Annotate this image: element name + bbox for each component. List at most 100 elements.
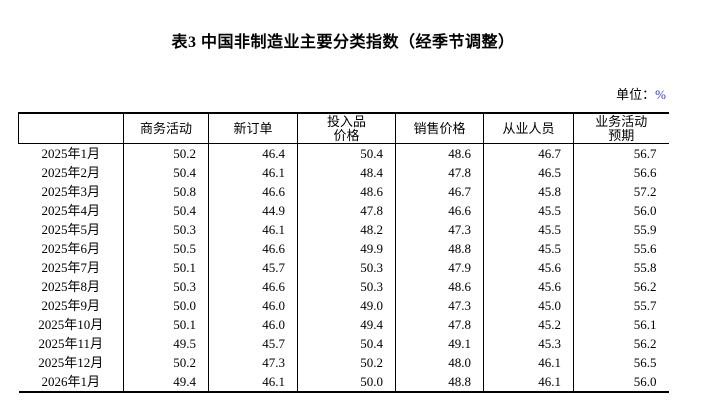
value-cell: 50.8 — [123, 182, 209, 201]
date-cell: 2025年10月 — [38, 317, 104, 332]
value-cell: 49.1 — [395, 334, 484, 353]
table-row: 2025年4月 50.4 44.9 47.8 46.6 45.5 56.0 — [19, 201, 669, 220]
value-cell: 56.5 — [573, 353, 669, 372]
value-cell: 45.6 — [483, 258, 574, 277]
value-cell: 50.3 — [297, 277, 396, 296]
header-cell: 销售价格 — [395, 113, 484, 144]
table-row: 2025年10月 50.1 46.0 49.4 47.8 45.2 56.1 — [19, 315, 669, 334]
value-cell: 47.3 — [395, 296, 484, 315]
value-cell: 50.0 — [297, 372, 396, 392]
table-row: 2025年1月 50.2 46.4 50.4 48.6 46.7 56.7 — [19, 143, 669, 163]
value-cell: 55.8 — [573, 258, 669, 277]
date-cell: 2025年8月 — [41, 279, 100, 294]
value-cell: 56.0 — [573, 372, 669, 392]
value-cell: 46.7 — [395, 182, 484, 201]
value-cell: 46.6 — [208, 239, 298, 258]
value-cell: 47.8 — [297, 201, 396, 220]
value-cell: 50.4 — [123, 163, 209, 182]
value-cell: 46.1 — [208, 163, 298, 182]
value-cell: 49.0 — [297, 296, 396, 315]
table-row: 2025年3月 50.8 46.6 48.6 46.7 45.8 57.2 — [19, 182, 669, 201]
value-cell: 56.7 — [573, 143, 669, 163]
value-cell: 50.4 — [297, 334, 396, 353]
table-row: 2025年8月 50.3 46.6 50.3 48.6 45.6 56.2 — [19, 277, 669, 296]
header-cell: 新订单 — [208, 113, 298, 144]
table-row: 2026年1月 49.4 46.1 50.0 48.8 46.1 56.0 — [19, 372, 669, 392]
value-cell: 48.8 — [395, 372, 484, 392]
date-cell: 2025年7月 — [41, 260, 100, 275]
value-cell: 46.5 — [483, 163, 574, 182]
date-cell: 2025年4月 — [41, 203, 100, 218]
table-row: 2025年12月 50.2 47.3 50.2 48.0 46.1 56.5 — [19, 353, 669, 372]
date-cell: 2025年2月 — [41, 165, 100, 180]
value-cell: 45.5 — [483, 220, 574, 239]
value-cell: 49.5 — [123, 334, 209, 353]
value-cell: 47.8 — [395, 315, 484, 334]
value-cell: 46.1 — [483, 353, 574, 372]
value-cell: 46.1 — [208, 372, 298, 392]
value-cell: 50.4 — [123, 201, 209, 220]
value-cell: 55.9 — [573, 220, 669, 239]
table-title: 表3 中国非制造业主要分类指数（经季节调整） — [171, 34, 515, 51]
value-cell: 55.6 — [573, 239, 669, 258]
value-cell: 49.9 — [297, 239, 396, 258]
value-cell: 46.1 — [208, 220, 298, 239]
table-row: 2025年6月 50.5 46.6 49.9 48.8 45.5 55.6 — [19, 239, 669, 258]
value-cell: 48.8 — [395, 239, 484, 258]
value-cell: 45.7 — [208, 258, 298, 277]
unit-percent-value: % — [655, 87, 666, 102]
value-cell: 46.4 — [208, 143, 298, 163]
table-row: 2025年9月 50.0 46.0 49.0 47.3 45.0 55.7 — [19, 296, 669, 315]
value-cell: 56.6 — [573, 163, 669, 182]
date-cell: 2026年1月 — [41, 374, 100, 389]
table-row: 2025年5月 50.3 46.1 48.2 47.3 45.5 55.9 — [19, 220, 669, 239]
date-cell: 2025年11月 — [38, 336, 104, 351]
value-cell: 46.6 — [208, 277, 298, 296]
value-cell: 47.8 — [395, 163, 484, 182]
value-cell: 46.0 — [208, 315, 298, 334]
value-cell: 45.2 — [483, 315, 574, 334]
date-cell: 2025年3月 — [41, 184, 100, 199]
header-cell: 从业人员 — [483, 113, 574, 144]
value-cell: 50.3 — [297, 258, 396, 277]
value-cell: 50.3 — [123, 220, 209, 239]
value-cell: 46.6 — [208, 182, 298, 201]
value-cell: 50.4 — [297, 143, 396, 163]
value-cell: 56.0 — [573, 201, 669, 220]
date-cell: 2025年1月 — [41, 146, 100, 161]
value-cell: 46.0 — [208, 296, 298, 315]
value-cell: 50.1 — [123, 258, 209, 277]
value-cell: 48.4 — [297, 163, 396, 182]
value-cell: 48.6 — [297, 182, 396, 201]
unit-label: 单位：% — [616, 84, 666, 103]
header-cell: 商务活动 — [123, 113, 209, 144]
header-cell-empty — [18, 113, 124, 144]
value-cell: 45.5 — [483, 201, 574, 220]
table-row: 2025年7月 50.1 45.7 50.3 47.9 45.6 55.8 — [19, 258, 669, 277]
value-cell: 44.9 — [208, 201, 298, 220]
value-cell: 55.7 — [573, 296, 669, 315]
value-cell: 46.7 — [483, 143, 574, 163]
value-cell: 50.2 — [123, 143, 209, 163]
data-table: 商务活动 新订单 投入品 价格 销售价格 从业人员 业务活动 预期 2025年1月 50.2… — [18, 112, 669, 393]
document-content: 表3 中国非制造业主要分类指数（经季节调整） 单位：% 商务活动 新订单 投入品 价… — [18, 0, 669, 416]
value-cell: 45.8 — [483, 182, 574, 201]
table-row: 2025年2月 50.4 46.1 48.4 47.8 46.5 56.6 — [19, 163, 669, 182]
date-cell: 2025年6月 — [41, 241, 100, 256]
unit-label-text: 单位： — [616, 87, 656, 102]
value-cell: 50.3 — [123, 277, 209, 296]
value-cell: 50.1 — [123, 315, 209, 334]
header-cell: 投入品 价格 — [297, 113, 396, 144]
value-cell: 48.6 — [395, 277, 484, 296]
value-cell: 56.2 — [573, 334, 669, 353]
value-cell: 45.0 — [483, 296, 574, 315]
header-row: 商务活动 新订单 投入品 价格 销售价格 从业人员 业务活动 预期 — [18, 113, 669, 144]
date-cell: 2025年9月 — [41, 298, 100, 313]
value-cell: 48.2 — [297, 220, 396, 239]
date-cell: 2025年5月 — [41, 222, 100, 237]
value-cell: 49.4 — [297, 315, 396, 334]
value-cell: 46.1 — [483, 372, 574, 392]
value-cell: 50.5 — [123, 239, 209, 258]
value-cell: 56.1 — [573, 315, 669, 334]
